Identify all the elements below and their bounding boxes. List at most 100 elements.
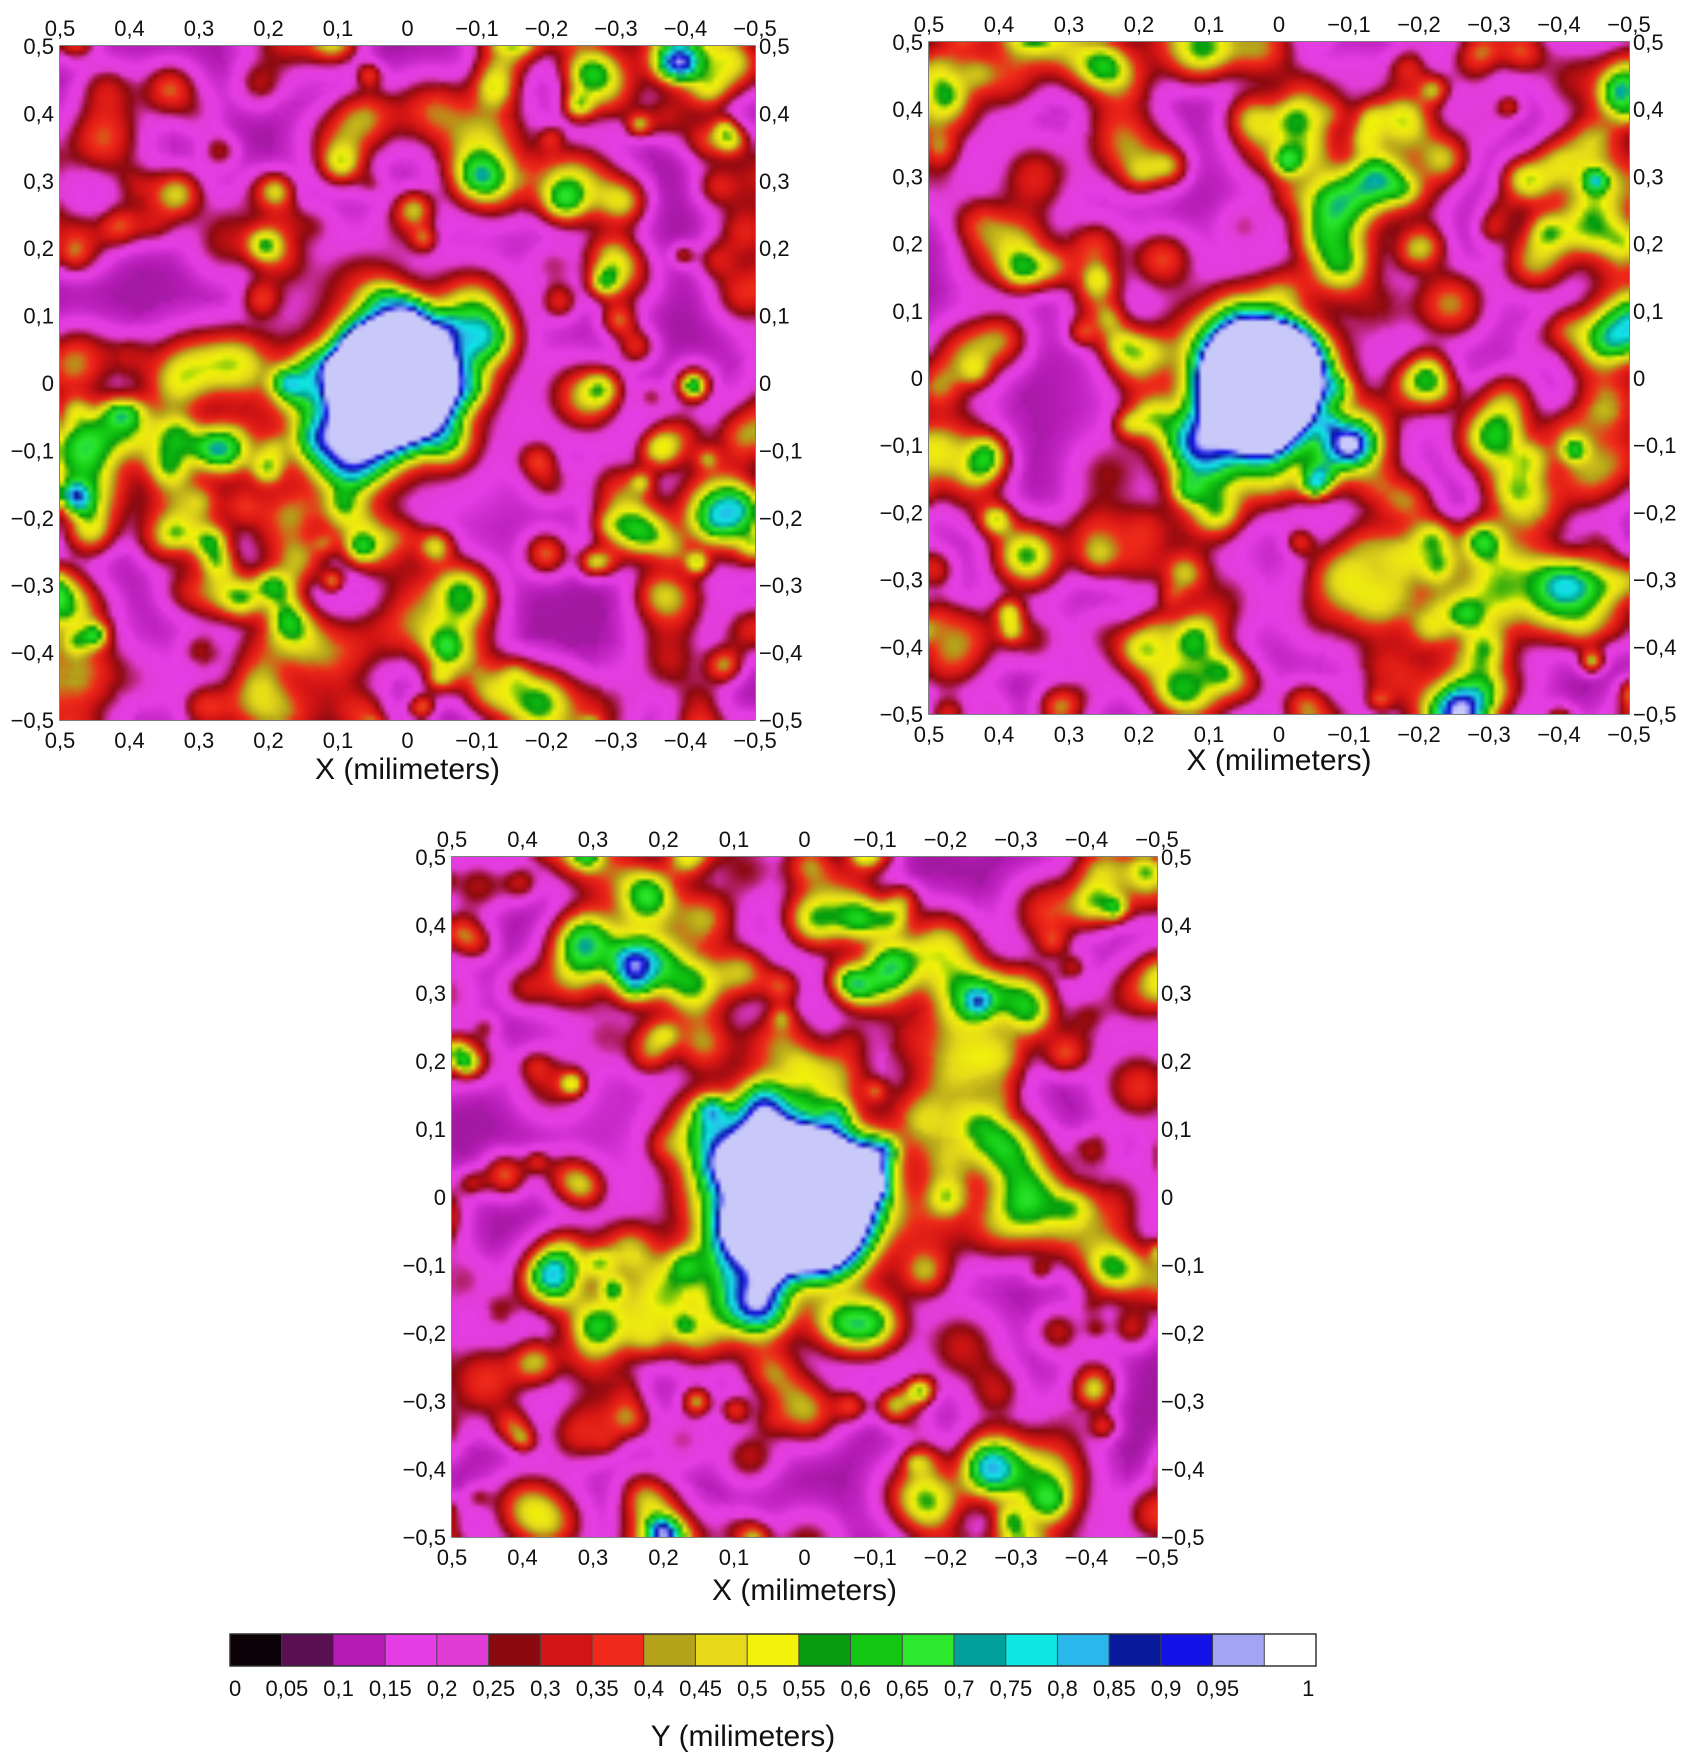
colorbar-swatch bbox=[281, 1634, 334, 1666]
x-tick-label-bottom: 0,4 bbox=[507, 1545, 538, 1570]
colorbar-swatch bbox=[1005, 1634, 1058, 1666]
x-tick-label-bottom: 0,4 bbox=[984, 722, 1015, 747]
x-tick-label-top: −0,1 bbox=[853, 827, 896, 852]
colorbar-tick-label: 0,5 bbox=[737, 1676, 768, 1701]
colorbar-tick-label: 1 bbox=[1302, 1676, 1314, 1701]
colorbar: 0 0,05 0,1 0,15 0,2 0,25 0,3 0,35 0,4 0,45 0,5 0,55… bbox=[229, 1633, 1317, 1753]
y-tick-label-left: −0,3 bbox=[11, 573, 54, 598]
colorbar-tick-label: 0,95 bbox=[1196, 1676, 1239, 1701]
x-tick-label-bottom: −0,1 bbox=[455, 728, 498, 753]
x-tick-label-top: −0,5 bbox=[733, 16, 776, 41]
colorbar-swatch bbox=[798, 1634, 852, 1666]
colorbar-tick-label: 0 bbox=[229, 1676, 241, 1701]
x-tick-label-top: −0,3 bbox=[1467, 12, 1510, 37]
x-tick-label-top: 0,4 bbox=[507, 827, 538, 852]
colorbar-tick-label: 0,25 bbox=[472, 1676, 515, 1701]
y-tick-label-left: 0,1 bbox=[892, 299, 923, 324]
y-tick-label-right: 0,3 bbox=[1161, 981, 1192, 1006]
colorbar-swatch bbox=[1160, 1634, 1214, 1666]
colorbar-swatch bbox=[1212, 1634, 1265, 1666]
y-tick-label-right: −0,4 bbox=[1161, 1457, 1204, 1482]
y-tick-label-right: −0,5 bbox=[759, 708, 802, 733]
x-tick-label-top: 0,4 bbox=[984, 12, 1015, 37]
y-tick-label-left: 0,4 bbox=[415, 913, 446, 938]
y-tick-label-right: −0,4 bbox=[1633, 635, 1676, 660]
y-tick-label-left: 0,2 bbox=[415, 1049, 446, 1074]
y-tick-label-right: −0,2 bbox=[1161, 1321, 1204, 1346]
x-tick-label-bottom: 0,5 bbox=[437, 1545, 468, 1570]
x-tick-label-top: −0,4 bbox=[664, 16, 707, 41]
y-tick-label-left: −0,5 bbox=[11, 708, 54, 733]
x-tick-label-bottom: 0,5 bbox=[914, 722, 945, 747]
y-tick-label-right: 0 bbox=[1161, 1185, 1173, 1210]
x-tick-label-bottom: 0,1 bbox=[1194, 722, 1225, 747]
y-tick-label-left: −0,5 bbox=[403, 1525, 446, 1550]
y-tick-label-right: 0,5 bbox=[1633, 30, 1664, 55]
x-tick-label-bottom: −0,3 bbox=[1467, 722, 1510, 747]
y-tick-label-left: −0,1 bbox=[403, 1253, 446, 1278]
colorbar-tick-label: 0,75 bbox=[989, 1676, 1032, 1701]
colorbar-swatch bbox=[592, 1634, 645, 1666]
y-tick-label-left: 0,5 bbox=[415, 845, 446, 870]
colorbar-swatch bbox=[1264, 1634, 1317, 1666]
y-tick-label-right: −0,2 bbox=[759, 506, 802, 531]
colorbar-swatch bbox=[385, 1634, 438, 1666]
x-tick-label-bottom: −0,2 bbox=[525, 728, 568, 753]
colorbar-swatch bbox=[540, 1634, 593, 1666]
colorbar-tick-label: 0,1 bbox=[323, 1676, 354, 1701]
x-tick-label-bottom: −0,2 bbox=[924, 1545, 967, 1570]
y-tick-label-left: −0,4 bbox=[403, 1457, 446, 1482]
y-tick-label-right: 0,1 bbox=[1633, 299, 1664, 324]
x-tick-label-bottom: −0,5 bbox=[1607, 722, 1650, 747]
x-tick-label-bottom: 0,4 bbox=[114, 728, 145, 753]
y-tick-label-left: −0,2 bbox=[11, 506, 54, 531]
x-tick-label-top: −0,5 bbox=[1135, 827, 1178, 852]
x-tick-label-top: −0,1 bbox=[455, 16, 498, 41]
x-tick-label-top: 0,5 bbox=[45, 16, 76, 41]
x-tick-label-top: −0,4 bbox=[1537, 12, 1580, 37]
y-tick-label-left: −0,3 bbox=[880, 568, 923, 593]
x-tick-label-top: −0,2 bbox=[924, 827, 967, 852]
y-tick-label-left: −0,1 bbox=[11, 438, 54, 463]
y-tick-label-right: 0,4 bbox=[1633, 97, 1664, 122]
y-tick-label-right: 0 bbox=[759, 371, 771, 396]
y-tick-label-right: 0,2 bbox=[759, 236, 790, 261]
y-tick-label-right: 0,4 bbox=[759, 101, 790, 126]
y-tick-label-left: −0,2 bbox=[403, 1321, 446, 1346]
x-tick-label-bottom: 0,2 bbox=[648, 1545, 679, 1570]
x-tick-label-bottom: −0,5 bbox=[1135, 1545, 1178, 1570]
y-tick-label-right: −0,4 bbox=[759, 641, 802, 666]
x-tick-label-top: 0 bbox=[401, 16, 413, 41]
colorbar-swatch bbox=[954, 1634, 1007, 1666]
x-tick-label-top: −0,2 bbox=[525, 16, 568, 41]
colorbar-swatch bbox=[488, 1634, 541, 1666]
y-tick-label-left: 0,3 bbox=[415, 981, 446, 1006]
colorbar-tick-label: 0,05 bbox=[265, 1676, 308, 1701]
colorbar-swatch bbox=[1057, 1634, 1110, 1666]
y-tick-label-right: 0,5 bbox=[1161, 845, 1192, 870]
colorbar-tick-label: 0,9 bbox=[1151, 1676, 1182, 1701]
x-tick-label-top: −0,2 bbox=[1397, 12, 1440, 37]
y-tick-label-left: 0,3 bbox=[23, 169, 54, 194]
colorbar-tick-label: 0,65 bbox=[886, 1676, 929, 1701]
x-tick-label-top: −0,1 bbox=[1327, 12, 1370, 37]
x-tick-label-top: −0,3 bbox=[994, 827, 1037, 852]
y-tick-label-right: −0,2 bbox=[1633, 500, 1676, 525]
x-axis-label: X (milimeters) bbox=[315, 753, 500, 786]
colorbar-tick-label: 0,15 bbox=[369, 1676, 412, 1701]
y-tick-label-right: 0,3 bbox=[759, 169, 790, 194]
x-tick-label-bottom: 0,1 bbox=[719, 1545, 750, 1570]
y-tick-label-right: −0,5 bbox=[1161, 1525, 1204, 1550]
heatmap-image-top-right bbox=[929, 42, 1629, 714]
y-tick-label-right: −0,5 bbox=[1633, 702, 1676, 727]
colorbar-tick-label: 0,4 bbox=[634, 1676, 665, 1701]
x-tick-label-top: 0,5 bbox=[914, 12, 945, 37]
y-tick-label-right: 0,4 bbox=[1161, 913, 1192, 938]
x-tick-label-top: 0,2 bbox=[253, 16, 284, 41]
y-tick-label-right: −0,1 bbox=[1633, 433, 1676, 458]
colorbar-tick-label: 0,6 bbox=[840, 1676, 871, 1701]
x-tick-label-bottom: −0,4 bbox=[1065, 1545, 1108, 1570]
colorbar-tick-label: 0,55 bbox=[783, 1676, 826, 1701]
y-tick-label-right: −0,1 bbox=[759, 438, 802, 463]
y-tick-label-left: 0,5 bbox=[892, 30, 923, 55]
